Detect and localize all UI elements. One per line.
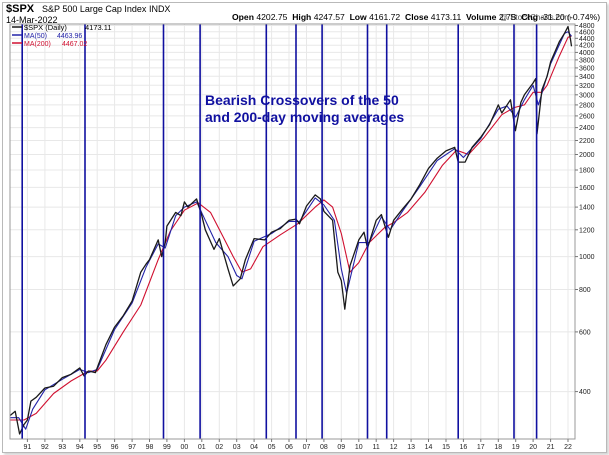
y-tick-label: 2000 <box>579 152 595 159</box>
y-tick-label: 1600 <box>579 185 595 192</box>
series-line-ma50 <box>10 31 572 430</box>
x-tick-label: 01 <box>198 444 206 451</box>
y-tick-label: 3000 <box>579 92 595 99</box>
x-tick-label: 19 <box>512 444 520 451</box>
x-tick-label: 18 <box>494 444 502 451</box>
volume-value: 2.7B <box>498 12 517 22</box>
annotation: Bearish Crossovers of the 50 and 200-day… <box>205 92 404 125</box>
high-label: High <box>292 12 312 22</box>
x-tick-label: 14 <box>425 444 433 451</box>
legend-price-value: 4173.11 <box>85 23 112 32</box>
x-tick-label: 07 <box>303 444 311 451</box>
x-tick-label: 11 <box>373 444 380 451</box>
open-value: 4202.75 <box>256 12 288 22</box>
y-tick-label: 400 <box>579 389 591 396</box>
y-tick-label: 1200 <box>579 227 595 234</box>
x-tick-label: 00 <box>181 444 189 451</box>
legend-ma200-label: MA(200) <box>24 41 51 48</box>
x-tick-label: 21 <box>547 444 555 451</box>
y-tick-label: 3200 <box>579 83 595 90</box>
x-tick-label: 97 <box>128 444 136 451</box>
y-tick-label: 3800 <box>579 57 595 64</box>
chart-date: 14-Mar-2022 <box>6 15 58 25</box>
chart-symbol: $SPX <box>6 3 35 15</box>
x-tick-label: 16 <box>460 444 468 451</box>
chg-value: -31.20 (-0.74%) <box>540 12 601 22</box>
x-axis-ticks: 91 92 93 94 95 96 97 98 99 00 01 02 03 04 05 06 07 08 09 10… <box>24 439 572 451</box>
y-tick-label: 800 <box>579 287 591 294</box>
x-tick-label: 10 <box>355 444 363 451</box>
index-name: S&P 500 Large Cap Index <box>42 4 147 14</box>
index-exchange: INDX <box>148 4 171 14</box>
x-tick-label: 12 <box>390 444 398 451</box>
y-tick-label: 2600 <box>579 113 595 120</box>
chart-index-name: S&P 500 Large Cap Index INDX <box>42 4 170 14</box>
chg-label: Chg <box>521 12 538 22</box>
volume-label: Volume <box>466 12 497 22</box>
stockcharts-credit: @ StockCharts.com <box>499 13 571 22</box>
high-value: 4247.57 <box>313 12 345 22</box>
legend-price-label: $SPX (Daily) <box>24 23 67 32</box>
y-tick-label: 2800 <box>579 102 595 109</box>
x-tick-label: 17 <box>477 444 485 451</box>
open-label: Open <box>232 12 254 22</box>
series-line-price <box>9 25 573 435</box>
y-tick-label: 2200 <box>579 138 595 145</box>
annotation-line-1: Bearish Crossovers of the 50 <box>205 92 399 108</box>
y-axis-ticks: 400 600 800 1000 1200 1400 1600 1800 2000 2200 240… <box>575 23 595 396</box>
x-tick-label: 06 <box>285 444 293 451</box>
y-tick-label: 4600 <box>579 29 595 36</box>
close-value: 4173.11 <box>430 12 462 22</box>
x-tick-label: 22 <box>564 444 572 451</box>
x-tick-label: 02 <box>215 444 223 451</box>
x-tick-label: 04 <box>250 444 258 451</box>
x-tick-label: 20 <box>529 444 537 451</box>
legend-ma50-value: 4463.96 <box>57 33 82 40</box>
low-label: Low <box>349 12 367 22</box>
y-tick-label: 1800 <box>579 168 595 175</box>
series-line-ma200 <box>10 35 572 421</box>
y-tick-label: 3400 <box>579 74 595 81</box>
x-tick-label: 05 <box>268 444 276 451</box>
low-value: 4161.72 <box>369 12 401 22</box>
legend: $SPX (Daily) 4173.11 MA(50) 4463.96 MA(2… <box>12 23 112 48</box>
x-tick-label: 93 <box>58 444 66 451</box>
grid-layer <box>10 24 575 439</box>
x-tick-label: 98 <box>146 444 154 451</box>
y-tick-label: 600 <box>579 329 591 336</box>
x-tick-label: 09 <box>337 444 345 451</box>
y-tick-label: 1000 <box>579 254 595 261</box>
x-tick-label: 08 <box>320 444 328 451</box>
y-tick-label: 3600 <box>579 65 595 72</box>
legend-ma200-value: 4467.02 <box>62 41 87 48</box>
x-tick-label: 13 <box>407 444 415 451</box>
y-tick-label: 4000 <box>579 50 595 57</box>
crossover-lines <box>21 24 538 439</box>
x-tick-label: 91 <box>24 444 32 451</box>
y-tick-label: 4400 <box>579 36 595 43</box>
x-tick-label: 95 <box>93 444 101 451</box>
legend-ma50-label: MA(50) <box>24 33 47 40</box>
y-tick-label: 1400 <box>579 205 595 212</box>
x-tick-label: 99 <box>163 444 171 451</box>
y-tick-label: 2400 <box>579 125 595 132</box>
x-tick-label: 96 <box>111 444 119 451</box>
series-layer <box>9 25 573 435</box>
ohlc-readout: Open 4202.75 High 4247.57 Low 4161.72 Cl… <box>232 12 600 22</box>
x-tick-label: 94 <box>76 444 84 451</box>
close-label: Close <box>405 12 429 22</box>
x-tick-label: 15 <box>442 444 450 451</box>
y-tick-label: 4200 <box>579 43 595 50</box>
x-tick-label: 03 <box>233 444 241 451</box>
plot-area-border <box>9 23 576 440</box>
annotation-line-2: and 200-day moving averages <box>205 109 404 125</box>
x-tick-label: 92 <box>41 444 49 451</box>
y-tick-label: 4800 <box>579 23 595 30</box>
